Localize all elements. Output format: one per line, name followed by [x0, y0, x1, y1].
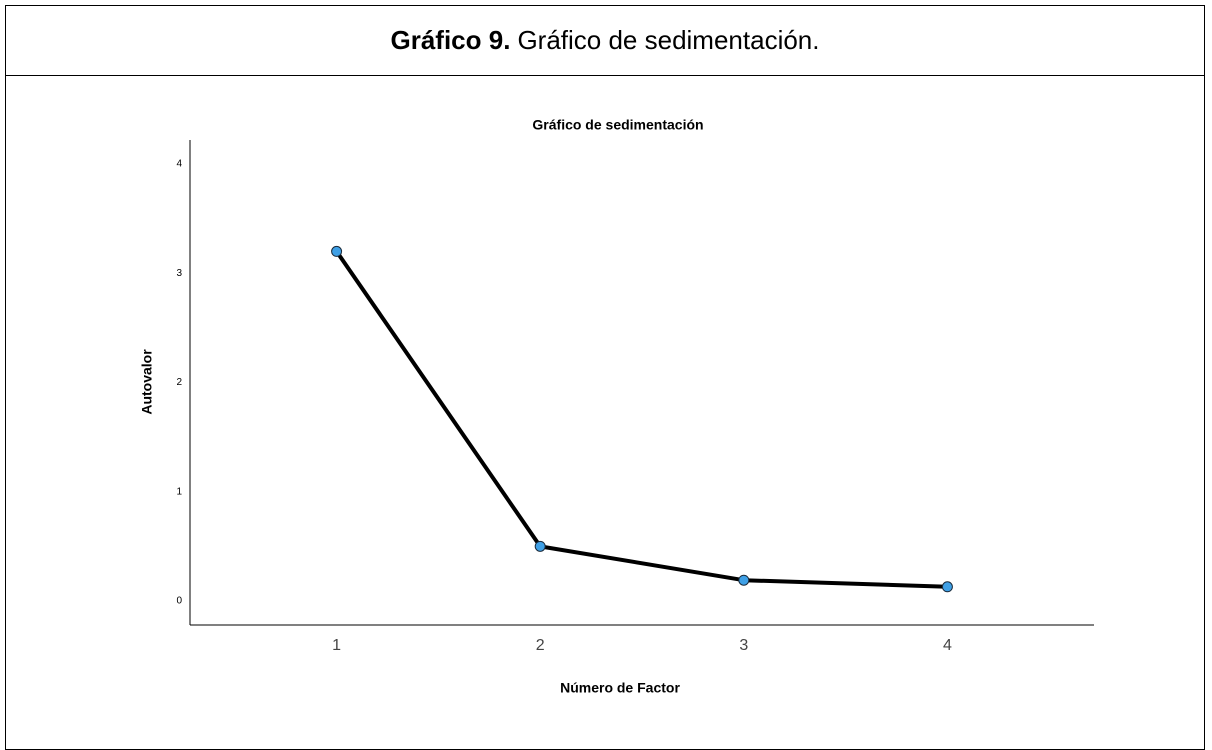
- figure-header: Gráfico 9. Gráfico de sedimentación.: [6, 6, 1204, 76]
- x-axis-label: Número de Factor: [560, 680, 680, 696]
- figure-label: Gráfico 9.: [390, 25, 511, 55]
- point: [331, 245, 343, 257]
- point: [738, 574, 750, 586]
- y-tick-label: 2: [176, 377, 182, 388]
- chart-title: Gráfico de sedimentación: [532, 117, 703, 133]
- point: [941, 581, 953, 593]
- figure-caption: Gráfico de sedimentación.: [517, 25, 820, 55]
- point: [534, 540, 546, 552]
- x-tick-label: 3: [739, 637, 748, 654]
- x-tick-label: 2: [536, 637, 545, 654]
- x-tick-label: 1: [332, 637, 341, 654]
- y-tick-label: 3: [176, 268, 182, 279]
- y-tick-label: 1: [176, 486, 182, 497]
- y-tick-label: 4: [176, 159, 182, 170]
- y-axis-label: Autovalor: [139, 349, 155, 415]
- x-tick-label: 4: [943, 637, 952, 654]
- line: [334, 250, 948, 589]
- y-tick-label: 0: [176, 596, 182, 607]
